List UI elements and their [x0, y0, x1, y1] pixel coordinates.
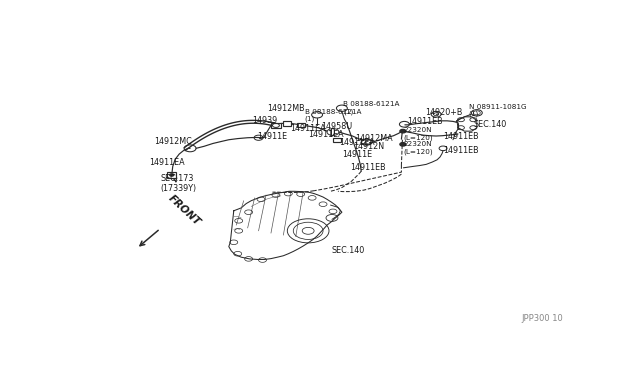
- Text: 14911EB: 14911EB: [350, 163, 386, 172]
- Text: FRONT: FRONT: [166, 193, 202, 227]
- Text: 14911E: 14911E: [257, 132, 287, 141]
- Circle shape: [400, 129, 406, 133]
- Text: 14911EB: 14911EB: [407, 118, 442, 126]
- Text: 22320N
(L=120): 22320N (L=120): [403, 127, 433, 141]
- Text: 14912MB: 14912MB: [268, 104, 305, 113]
- Text: 14911EA: 14911EA: [308, 130, 344, 139]
- Text: SEC.140: SEC.140: [332, 246, 365, 255]
- Bar: [167, 172, 176, 177]
- Text: 14911E: 14911E: [342, 150, 372, 158]
- Text: N 08911-1081G
(1): N 08911-1081G (1): [469, 104, 527, 117]
- Bar: [297, 122, 305, 127]
- Text: 14958U: 14958U: [321, 122, 353, 131]
- Text: 14939: 14939: [252, 116, 277, 125]
- Text: 14911EA: 14911EA: [290, 124, 325, 133]
- Text: 14912MA: 14912MA: [355, 134, 393, 143]
- Bar: [284, 121, 291, 126]
- Text: 14912MC: 14912MC: [154, 137, 192, 146]
- Text: SEC.140: SEC.140: [474, 120, 507, 129]
- Text: 14911EB: 14911EB: [443, 146, 479, 155]
- Text: 14920+B: 14920+B: [425, 108, 463, 117]
- Text: 14911EA: 14911EA: [150, 158, 185, 167]
- Text: JPP300 10: JPP300 10: [522, 314, 564, 323]
- Text: B 08188-6121A
(1): B 08188-6121A (1): [305, 109, 361, 122]
- Text: 22320N
(L=120): 22320N (L=120): [403, 141, 433, 154]
- Circle shape: [400, 142, 406, 146]
- Text: 14912N: 14912N: [353, 142, 384, 151]
- Circle shape: [170, 174, 173, 176]
- Text: 14911EA: 14911EA: [339, 138, 374, 147]
- Text: 14911EB: 14911EB: [443, 132, 479, 141]
- Bar: [271, 122, 281, 128]
- Text: SEC.173
(17339Y): SEC.173 (17339Y): [161, 174, 197, 193]
- Text: B 08188-6121A
(1): B 08188-6121A (1): [343, 102, 399, 115]
- Bar: [333, 138, 341, 142]
